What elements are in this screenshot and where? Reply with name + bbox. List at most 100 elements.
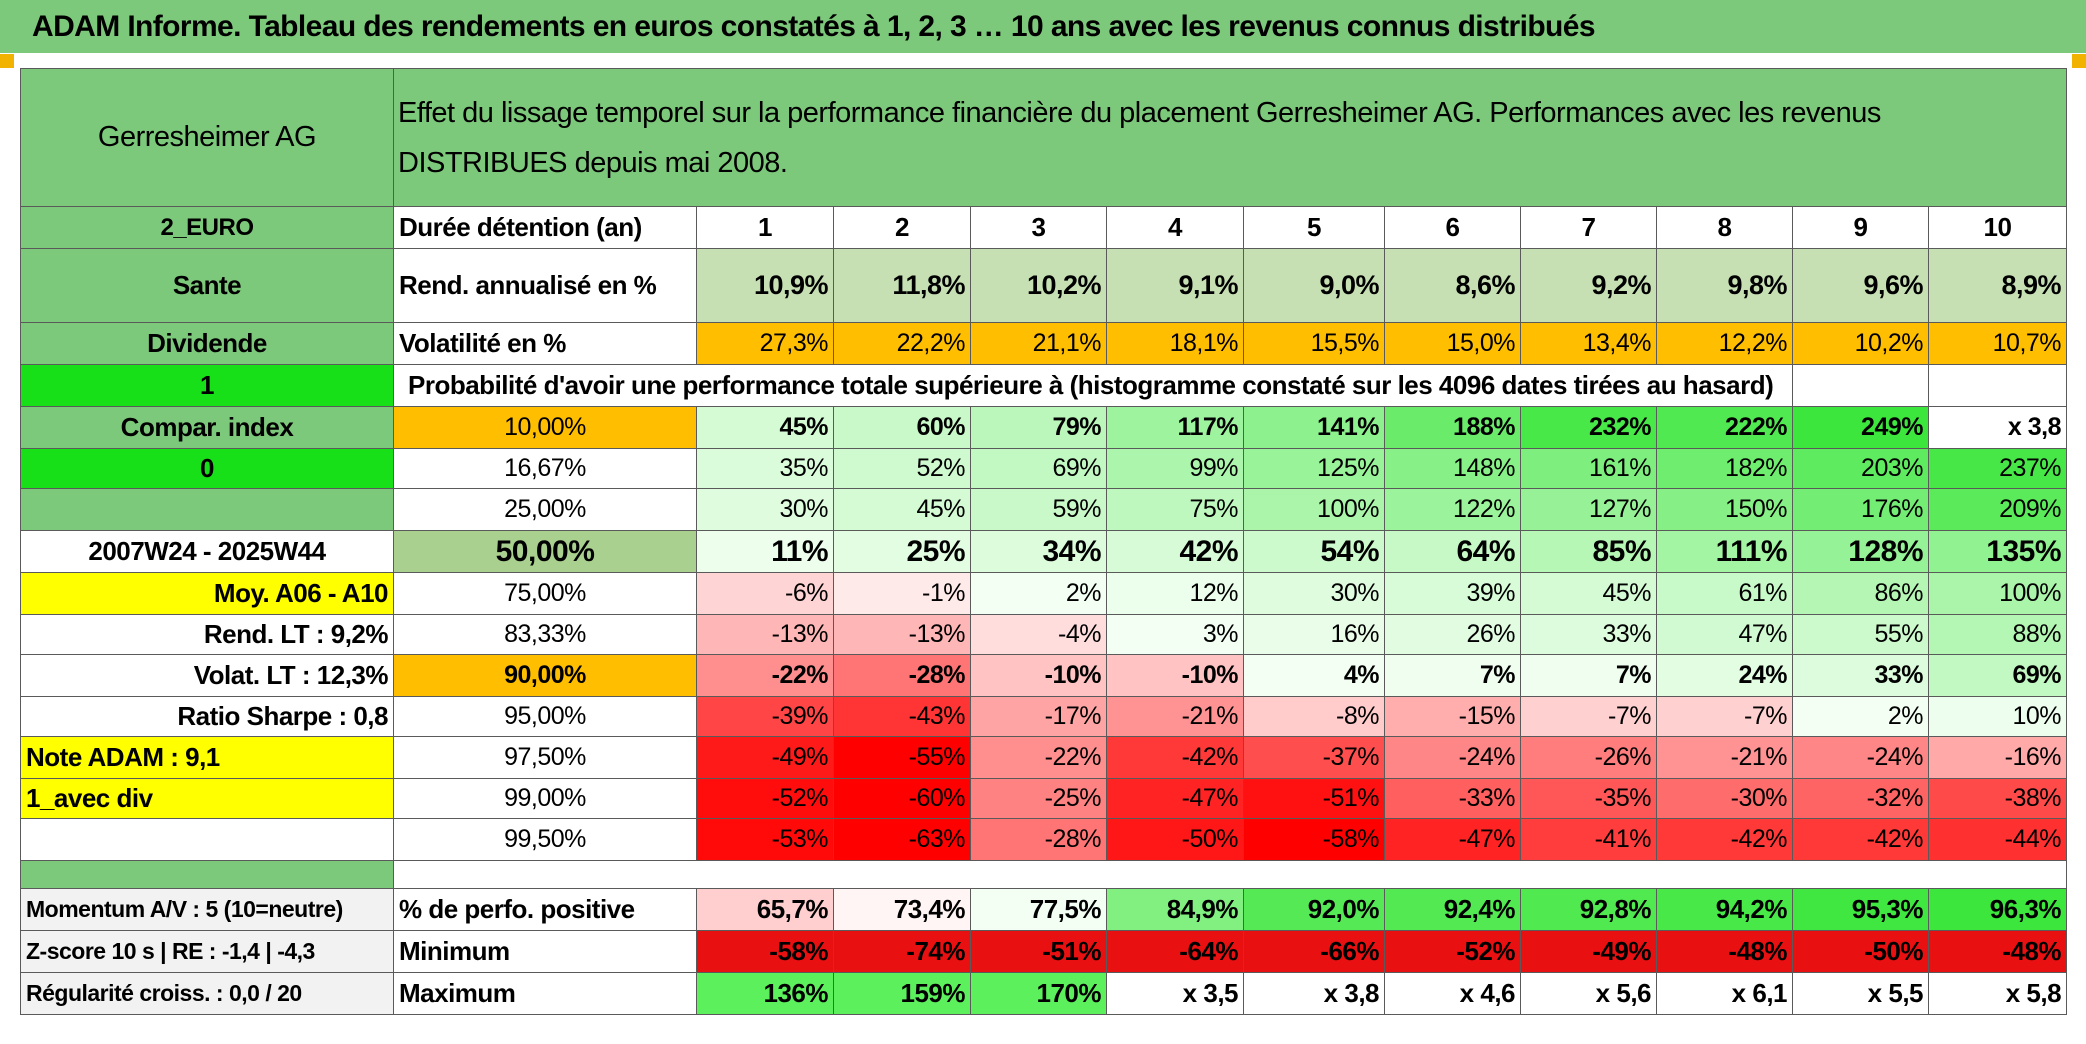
year-header[interactable]: 10 [1927, 206, 2068, 249]
probability-level[interactable]: 95,00% [393, 696, 697, 737]
minimum-cell[interactable]: -48% [1656, 930, 1793, 973]
performance-cell[interactable]: -41% [1520, 818, 1657, 861]
performance-cell[interactable]: -21% [1106, 696, 1244, 737]
volatility-cell[interactable]: 10,2% [1792, 322, 1929, 365]
year-header[interactable]: 7 [1520, 206, 1657, 249]
regularity-label[interactable]: Régularité croiss. : 0,0 / 20 [20, 972, 394, 1015]
maximum-cell[interactable]: x 5,5 [1792, 972, 1929, 1015]
positive-performance-cell[interactable]: 92,8% [1520, 888, 1657, 931]
annual-return-cell[interactable]: 10,9% [696, 248, 834, 323]
empty-cell[interactable] [20, 818, 394, 861]
maximum-cell[interactable]: x 3,8 [1243, 972, 1385, 1015]
compar-index-label[interactable]: Compar. index [20, 406, 394, 449]
performance-cell[interactable]: 60% [833, 406, 971, 449]
probability-level[interactable]: 16,67% [393, 448, 697, 489]
probability-level[interactable]: 75,00% [393, 572, 697, 615]
volatility-cell[interactable]: 22,2% [833, 322, 971, 365]
performance-cell[interactable]: -42% [1792, 818, 1929, 861]
performance-cell[interactable]: 203% [1792, 448, 1929, 489]
performance-cell[interactable]: 150% [1656, 488, 1793, 531]
performance-cell[interactable]: 176% [1792, 488, 1929, 531]
positive-performance-cell[interactable]: 92,4% [1384, 888, 1521, 931]
selection-handle-tr[interactable] [2072, 54, 2086, 68]
probability-level[interactable]: 83,33% [393, 614, 697, 655]
long-term-return-label[interactable]: Rend. LT : 9,2% [20, 614, 394, 655]
annual-return-cell[interactable]: 9,0% [1243, 248, 1385, 323]
maximum-cell[interactable]: x 5,6 [1520, 972, 1657, 1015]
duration-label[interactable]: Durée détention (an) [393, 206, 697, 249]
performance-cell[interactable]: 7% [1384, 654, 1521, 697]
performance-cell[interactable]: -53% [696, 818, 834, 861]
probability-level[interactable]: 10,00% [393, 406, 697, 449]
stats-label[interactable]: Maximum [393, 972, 697, 1015]
maximum-cell[interactable]: x 6,1 [1656, 972, 1793, 1015]
volatility-cell[interactable]: 12,2% [1656, 322, 1793, 365]
year-header[interactable]: 1 [696, 206, 834, 249]
performance-cell[interactable]: -17% [970, 696, 1107, 737]
performance-cell[interactable]: -21% [1656, 736, 1793, 779]
performance-cell[interactable]: 33% [1520, 614, 1657, 655]
performance-cell[interactable]: 128% [1792, 530, 1929, 573]
performance-cell[interactable]: -38% [1927, 778, 2068, 819]
performance-cell[interactable]: -8% [1243, 696, 1385, 737]
performance-cell[interactable]: 188% [1384, 406, 1521, 449]
probability-title[interactable]: Probabilité d'avoir une performance tota… [393, 364, 1793, 407]
performance-cell[interactable]: -33% [1384, 778, 1521, 819]
period-label[interactable]: 2007W24 - 2025W44 [20, 530, 394, 573]
performance-cell[interactable]: 125% [1243, 448, 1385, 489]
performance-cell[interactable]: 148% [1384, 448, 1521, 489]
performance-cell[interactable]: -49% [696, 736, 834, 779]
performance-cell[interactable]: 122% [1384, 488, 1521, 531]
performance-cell[interactable]: 30% [1243, 572, 1385, 615]
performance-cell[interactable]: 85% [1520, 530, 1657, 573]
performance-cell[interactable]: 69% [1927, 654, 2068, 697]
performance-cell[interactable]: 232% [1520, 406, 1657, 449]
performance-cell[interactable]: 141% [1243, 406, 1385, 449]
performance-cell[interactable]: 45% [696, 406, 834, 449]
annual-return-cell[interactable]: 8,9% [1927, 248, 2068, 323]
annual-return-cell[interactable]: 9,6% [1792, 248, 1929, 323]
performance-cell[interactable]: 26% [1384, 614, 1521, 655]
currency-label[interactable]: 2_EURO [20, 206, 394, 249]
minimum-cell[interactable]: -50% [1792, 930, 1929, 973]
performance-cell[interactable]: -22% [970, 736, 1107, 779]
probability-level[interactable]: 90,00% [393, 654, 697, 697]
empty-green-cell[interactable] [20, 488, 394, 531]
performance-cell[interactable]: 10% [1927, 696, 2068, 737]
maximum-cell[interactable]: x 5,8 [1927, 972, 2068, 1015]
average-label[interactable]: Moy. A06 - A10 [20, 572, 394, 615]
performance-cell[interactable]: -7% [1656, 696, 1793, 737]
performance-cell[interactable]: 7% [1520, 654, 1657, 697]
minimum-cell[interactable]: -51% [970, 930, 1107, 973]
probability-level[interactable]: 99,00% [393, 778, 697, 819]
performance-cell[interactable]: -42% [1106, 736, 1244, 779]
performance-cell[interactable]: -22% [696, 654, 834, 697]
performance-cell[interactable]: -30% [1656, 778, 1793, 819]
performance-cell[interactable]: -39% [696, 696, 834, 737]
probability-level[interactable]: 99,50% [393, 818, 697, 861]
performance-cell[interactable]: -37% [1243, 736, 1385, 779]
performance-cell[interactable]: -63% [833, 818, 971, 861]
performance-cell[interactable]: 45% [833, 488, 971, 531]
performance-cell[interactable]: -32% [1792, 778, 1929, 819]
volatility-cell[interactable]: 15,5% [1243, 322, 1385, 365]
flag-zero-cell[interactable]: 0 [20, 448, 394, 489]
performance-cell[interactable]: 111% [1656, 530, 1793, 573]
performance-cell[interactable]: 249% [1792, 406, 1929, 449]
performance-cell[interactable]: -44% [1927, 818, 2068, 861]
performance-cell[interactable]: 75% [1106, 488, 1244, 531]
income-label[interactable]: Dividende [20, 322, 394, 365]
performance-cell[interactable]: 54% [1243, 530, 1385, 573]
performance-cell[interactable]: 100% [1243, 488, 1385, 531]
probability-level[interactable]: 97,50% [393, 736, 697, 779]
positive-performance-cell[interactable]: 84,9% [1106, 888, 1244, 931]
annual-return-cell[interactable]: 10,2% [970, 248, 1107, 323]
performance-cell[interactable]: 237% [1927, 448, 2068, 489]
performance-cell[interactable]: -24% [1792, 736, 1929, 779]
performance-cell[interactable]: x 3,8 [1927, 406, 2068, 449]
year-header[interactable]: 9 [1792, 206, 1929, 249]
performance-cell[interactable]: 99% [1106, 448, 1244, 489]
performance-cell[interactable]: 47% [1656, 614, 1793, 655]
performance-cell[interactable]: -58% [1243, 818, 1385, 861]
performance-cell[interactable]: 3% [1106, 614, 1244, 655]
